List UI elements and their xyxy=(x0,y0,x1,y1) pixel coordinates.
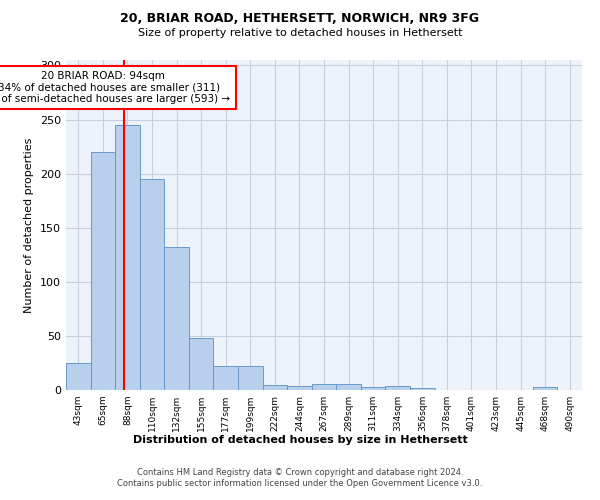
Bar xyxy=(66,363,91,390)
Bar xyxy=(189,338,214,390)
Text: Distribution of detached houses by size in Hethersett: Distribution of detached houses by size … xyxy=(133,435,467,445)
Bar xyxy=(533,387,557,390)
Text: Contains HM Land Registry data © Crown copyright and database right 2024.
Contai: Contains HM Land Registry data © Crown c… xyxy=(118,468,482,487)
Y-axis label: Number of detached properties: Number of detached properties xyxy=(25,138,34,312)
Bar xyxy=(238,366,263,390)
Bar xyxy=(385,386,410,390)
Text: 20 BRIAR ROAD: 94sqm
← 34% of detached houses are smaller (311)
64% of semi-deta: 20 BRIAR ROAD: 94sqm ← 34% of detached h… xyxy=(0,71,230,104)
Bar xyxy=(336,384,361,390)
Text: Size of property relative to detached houses in Hethersett: Size of property relative to detached ho… xyxy=(138,28,462,38)
Bar xyxy=(410,388,434,390)
Bar xyxy=(312,384,336,390)
Bar xyxy=(140,179,164,390)
Text: 20, BRIAR ROAD, HETHERSETT, NORWICH, NR9 3FG: 20, BRIAR ROAD, HETHERSETT, NORWICH, NR9… xyxy=(121,12,479,26)
Bar xyxy=(91,152,115,390)
Bar xyxy=(214,366,238,390)
Bar xyxy=(115,125,140,390)
Bar xyxy=(164,247,189,390)
Bar xyxy=(263,384,287,390)
Bar xyxy=(287,386,312,390)
Bar xyxy=(361,387,385,390)
